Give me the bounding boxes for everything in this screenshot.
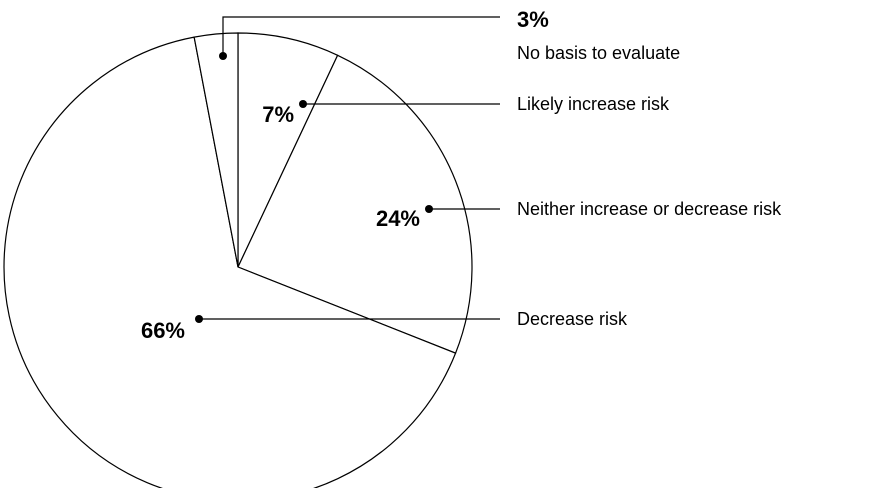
- pie-slice-neither-increase-or-decrease-risk: [237, 54, 473, 354]
- callout-line-no-basis-to-evaluate: [222, 16, 500, 56]
- pie-slice-likely-increase-risk: [237, 32, 339, 268]
- pie-slice-no-basis-to-evaluate: [193, 32, 239, 268]
- slice-label-no-basis-to-evaluate: No basis to evaluate: [517, 43, 680, 63]
- pie-slices: [3, 32, 473, 488]
- callouts: 3% No basis to evaluate 7% Likely increase …: [141, 7, 782, 343]
- slice-value-no-basis-to-evaluate: 3%: [517, 7, 549, 32]
- pie-slice-decrease-risk: [3, 36, 457, 488]
- slice-label-likely-increase-risk: Likely increase risk: [517, 94, 670, 114]
- slice-value-likely-increase-risk: 7%: [262, 102, 294, 127]
- slice-value-neither-increase-or-decrease-risk: 24%: [376, 206, 420, 231]
- slice-label-decrease-risk: Decrease risk: [517, 309, 628, 329]
- slice-label-neither-increase-or-decrease-risk: Neither increase or decrease risk: [517, 199, 782, 219]
- slice-value-decrease-risk: 66%: [141, 318, 185, 343]
